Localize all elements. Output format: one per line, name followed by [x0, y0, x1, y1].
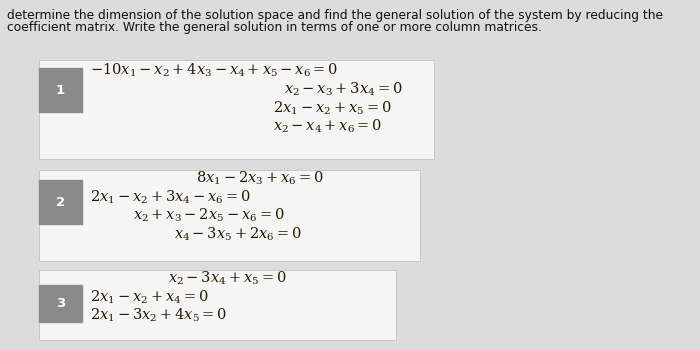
- FancyBboxPatch shape: [38, 270, 395, 340]
- Text: $2x_1 - x_2 + 3x_4 - x_6 = 0$: $2x_1 - x_2 + 3x_4 - x_6 = 0$: [90, 188, 251, 206]
- Text: $x_2 - x_3 + 3x_4 = 0$: $x_2 - x_3 + 3x_4 = 0$: [284, 80, 402, 98]
- Text: $x_2 - x_4 + x_6 = 0$: $x_2 - x_4 + x_6 = 0$: [273, 118, 382, 135]
- Text: $2x_1 - x_2 + x_4 = 0$: $2x_1 - x_2 + x_4 = 0$: [90, 288, 208, 306]
- FancyBboxPatch shape: [38, 68, 82, 112]
- Text: $-10x_1 - x_2 + 4x_3 - x_4 + x_5 - x_6 = 0$: $-10x_1 - x_2 + 4x_3 - x_4 + x_5 - x_6 =…: [90, 62, 338, 79]
- Text: determine the dimension of the solution space and find the general solution of t: determine the dimension of the solution …: [7, 9, 663, 22]
- Text: $x_2 - 3x_4 + x_5 = 0$: $x_2 - 3x_4 + x_5 = 0$: [168, 270, 286, 287]
- Text: $8x_1 - 2x_3 + x_6 = 0$: $8x_1 - 2x_3 + x_6 = 0$: [196, 170, 324, 187]
- Text: $2x_1 - 3x_2 + 4x_5 = 0$: $2x_1 - 3x_2 + 4x_5 = 0$: [90, 307, 227, 324]
- Text: $2x_1 - x_2 + x_5 = 0$: $2x_1 - x_2 + x_5 = 0$: [273, 99, 391, 117]
- Text: 2: 2: [55, 196, 65, 209]
- Text: $x_2 + x_3 - 2x_5 - x_6 = 0$: $x_2 + x_3 - 2x_5 - x_6 = 0$: [133, 207, 284, 224]
- Text: 1: 1: [55, 84, 65, 97]
- Text: 3: 3: [55, 297, 65, 310]
- FancyBboxPatch shape: [38, 60, 434, 159]
- FancyBboxPatch shape: [38, 180, 82, 224]
- Text: $x_4 - 3x_5 + 2x_6 = 0$: $x_4 - 3x_5 + 2x_6 = 0$: [174, 225, 302, 243]
- Text: coefficient matrix. Write the general solution in terms of one or more column ma: coefficient matrix. Write the general so…: [7, 21, 542, 34]
- FancyBboxPatch shape: [38, 170, 420, 261]
- FancyBboxPatch shape: [38, 285, 82, 322]
